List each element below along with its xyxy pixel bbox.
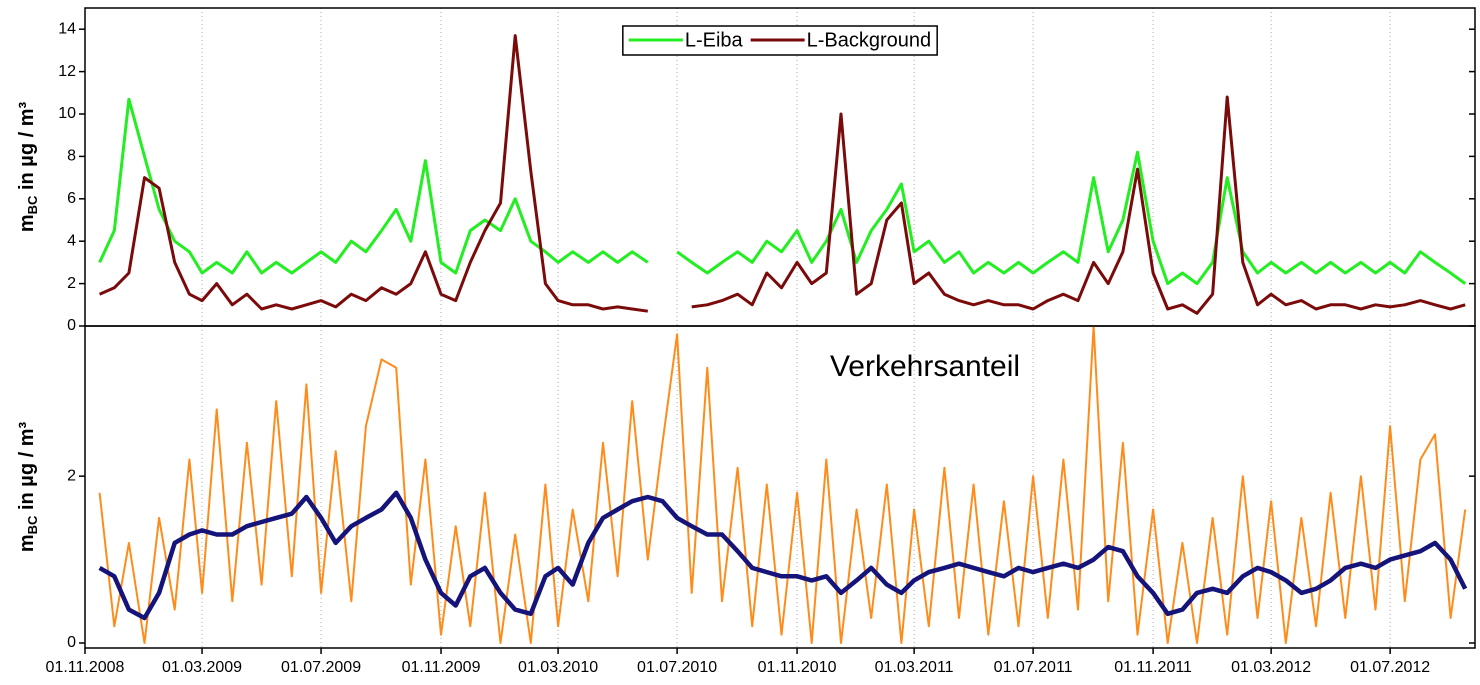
y-label-sub: BC <box>25 195 40 214</box>
x-tick-label: 01.07.2010 <box>637 659 717 676</box>
legend: L-Eiba L-Background <box>622 25 938 56</box>
y-label-main: m <box>16 214 38 232</box>
y-tick-label: 2 <box>67 467 76 484</box>
legend-label: L-Background <box>807 29 932 51</box>
x-tick-label: 01.07.2009 <box>281 659 361 676</box>
y-axis-label: mBC in µg / m³ <box>16 102 40 233</box>
y-tick-label: 14 <box>58 20 76 37</box>
x-tick-label: 01.03.2012 <box>1231 659 1311 676</box>
y-label-main: m <box>16 534 38 552</box>
x-tick-label: 01.11.2010 <box>758 659 837 676</box>
y-tick-label: 8 <box>67 148 76 165</box>
y-label-sub: BC <box>25 515 40 534</box>
x-tick-label: 01.07.2011 <box>994 659 1073 676</box>
y-tick-label: 10 <box>58 105 76 122</box>
y-label-rest: in µg / m³ <box>16 102 38 196</box>
y-axis-label: mBC in µg / m³ <box>16 422 40 553</box>
y-tick-label: 0 <box>67 317 76 334</box>
data-line <box>98 97 1467 286</box>
x-tick-label: 01.11.2008 <box>46 659 125 676</box>
data-line <box>98 326 1467 644</box>
legend-label: L-Eiba <box>685 29 744 51</box>
x-tick-label: 01.03.2010 <box>518 659 598 676</box>
x-tick-label: 01.03.2009 <box>162 659 242 676</box>
x-tick-label: 01.03.2011 <box>875 659 954 676</box>
x-tick-label: 01.11.2011 <box>1114 659 1192 676</box>
y-tick-label: 4 <box>67 232 76 249</box>
panel-frame <box>84 325 1476 649</box>
x-tick-label: 01.11.2009 <box>402 659 481 676</box>
y-tick-label: 0 <box>67 634 76 651</box>
annotation: Verkehrsanteil <box>830 350 1020 383</box>
data-line <box>99 34 1466 315</box>
y-label-rest: in µg / m³ <box>16 422 38 516</box>
y-tick-label: 12 <box>58 63 76 80</box>
y-tick-label: 2 <box>67 275 76 292</box>
data-line <box>98 490 1468 621</box>
x-tick-label: 01.07.2012 <box>1350 659 1430 676</box>
y-tick-label: 6 <box>67 190 76 207</box>
